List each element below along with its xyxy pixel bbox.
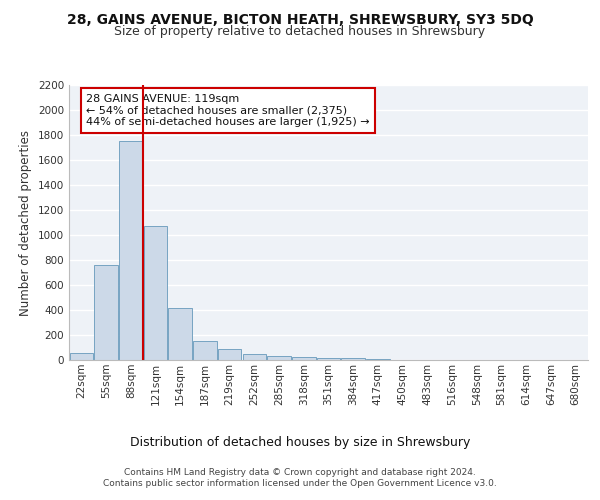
Text: Size of property relative to detached houses in Shrewsbury: Size of property relative to detached ho…: [115, 25, 485, 38]
Bar: [317, 358, 340, 360]
Bar: [70, 352, 93, 360]
Bar: [268, 356, 291, 360]
Bar: [292, 357, 316, 360]
Bar: [341, 358, 365, 360]
Bar: [242, 354, 266, 360]
Bar: [144, 226, 167, 360]
Bar: [218, 350, 241, 360]
Text: 28 GAINS AVENUE: 119sqm
← 54% of detached houses are smaller (2,375)
44% of semi: 28 GAINS AVENUE: 119sqm ← 54% of detache…: [86, 94, 370, 127]
Bar: [94, 265, 118, 360]
Bar: [193, 340, 217, 360]
Text: Contains HM Land Registry data © Crown copyright and database right 2024.
Contai: Contains HM Land Registry data © Crown c…: [103, 468, 497, 487]
Bar: [119, 141, 143, 360]
Bar: [169, 308, 192, 360]
Y-axis label: Number of detached properties: Number of detached properties: [19, 130, 32, 316]
Text: Distribution of detached houses by size in Shrewsbury: Distribution of detached houses by size …: [130, 436, 470, 449]
Text: 28, GAINS AVENUE, BICTON HEATH, SHREWSBURY, SY3 5DQ: 28, GAINS AVENUE, BICTON HEATH, SHREWSBU…: [67, 12, 533, 26]
